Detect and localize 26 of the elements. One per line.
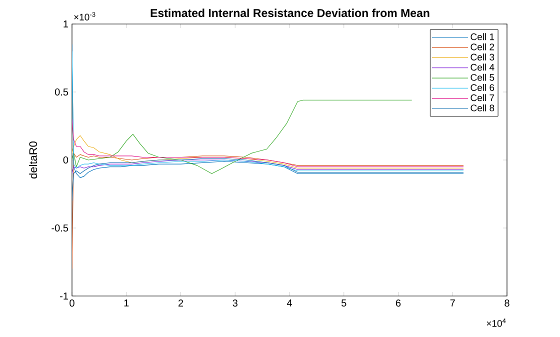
legend-label: Cell 1	[470, 33, 494, 40]
x-tick-label: 8	[504, 300, 510, 307]
x-tick-label: 4	[286, 300, 292, 306]
x-tick-label: 0	[70, 300, 74, 307]
x-tick-label: 7	[450, 300, 455, 306]
x-tick-label: 5	[342, 300, 346, 306]
legend-label: Cell 5	[470, 74, 494, 81]
y-axis-title: deltaR0	[28, 141, 38, 178]
x-tick-label: 2	[178, 300, 184, 306]
x-tick-label: 3	[232, 300, 238, 307]
legend-label: Cell 7	[470, 94, 494, 102]
y-tick-label: 1	[64, 20, 68, 28]
chart-title: Estimated Internal Resistance Deviation from Mean	[150, 8, 430, 18]
x-tick-label: 6	[396, 300, 401, 307]
x-tick-label: 1	[124, 300, 129, 306]
legend-label: Cell 3	[470, 54, 494, 60]
legend-label: Cell 8	[470, 104, 494, 112]
text: ×10$^{-3}$	[74, 12, 96, 20]
legend-label: Cell 2	[470, 43, 494, 50]
y-tick-label: 0.5	[54, 88, 68, 96]
legend-label: Cell 4	[470, 64, 494, 71]
y-tick-label: -0.5	[52, 224, 68, 232]
y-tick-label: -1	[60, 292, 68, 300]
text: ×10$^{4}$	[486, 318, 506, 327]
y-tick-label: 0	[63, 156, 68, 164]
legend-label: Cell 6	[470, 84, 494, 91]
